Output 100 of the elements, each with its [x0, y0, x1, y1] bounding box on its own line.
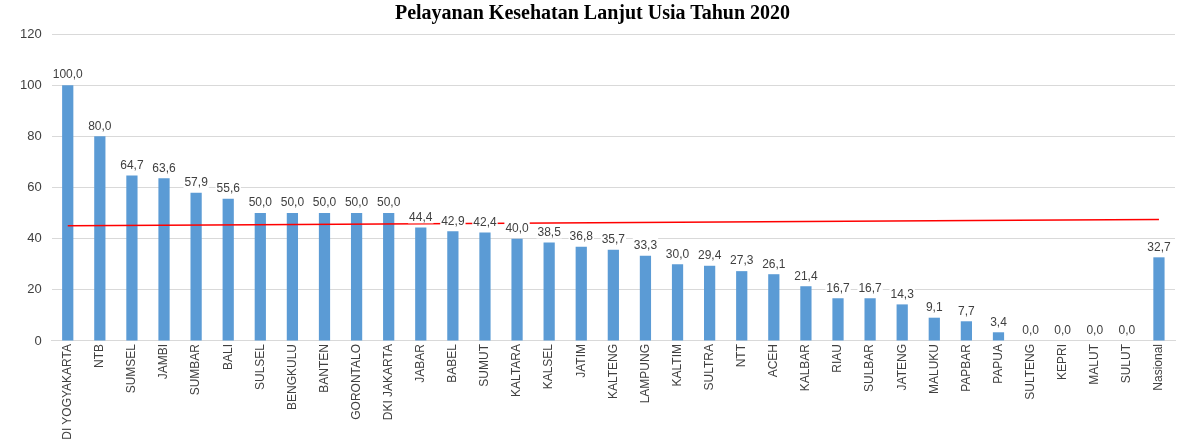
bar	[960, 321, 972, 341]
bar	[704, 265, 716, 341]
data-label: 50,0	[248, 195, 273, 210]
x-tick-label: SULTENG	[1022, 343, 1037, 400]
x-tick-label: KALTARA	[509, 343, 524, 397]
y-tick-label: 80	[27, 127, 42, 143]
x-tick-label: JABAR	[413, 343, 428, 383]
data-label: 36,8	[569, 229, 594, 244]
data-label: 38,5	[537, 224, 562, 239]
bar	[350, 213, 363, 341]
y-tick-label: 40	[27, 230, 42, 246]
x-tick-label: SULSEL	[252, 343, 267, 391]
x-tick-label: KEPRI	[1054, 343, 1069, 380]
data-label: 0,0	[1022, 323, 1040, 338]
bar	[864, 298, 876, 341]
data-label: 0,0	[1054, 323, 1072, 338]
bar	[383, 213, 395, 341]
data-label: 80,0	[88, 118, 112, 133]
data-label: 42,4	[473, 214, 497, 229]
x-tick-label: PAPBAR	[958, 343, 973, 392]
x-tick-label: DI YOGYAKARTA	[60, 343, 75, 440]
x-tick-label: Nasional	[1151, 343, 1166, 391]
data-label: 14,3	[890, 286, 915, 301]
x-tick-label: KALSEL	[541, 343, 556, 390]
x-tick-label: RIAU	[830, 343, 845, 373]
y-tick-label: 100	[19, 76, 42, 92]
bar	[126, 175, 138, 341]
data-label: 26,1	[762, 256, 786, 271]
x-tick-label: SUMSEL	[124, 343, 139, 394]
bar	[768, 274, 780, 341]
x-tick-label: NTB	[92, 343, 107, 368]
x-tick-label: BANTEN	[316, 343, 331, 393]
bar	[286, 213, 299, 341]
x-tick-label: SULBAR	[862, 343, 877, 393]
bar	[447, 231, 459, 341]
y-tick-label: 20	[27, 281, 42, 297]
data-label: 40,0	[505, 220, 530, 235]
data-label: 50,0	[312, 195, 337, 210]
data-label: 27,3	[730, 253, 754, 268]
x-tick-label: LAMPUNG	[637, 343, 652, 404]
data-label: 64,7	[120, 157, 144, 172]
bar	[254, 213, 266, 341]
x-tick-label: JATIM	[573, 343, 588, 378]
x-tick-label: JAMBI	[156, 343, 171, 380]
bar	[607, 249, 619, 341]
x-tick-label: JATENG	[894, 343, 909, 391]
bar	[158, 178, 170, 341]
x-tick-label: MALUKU	[926, 343, 941, 394]
bar	[415, 227, 427, 341]
x-tick-label: PAPUA	[990, 343, 1005, 384]
bar	[511, 238, 523, 341]
bar	[832, 298, 844, 341]
bar	[318, 213, 331, 341]
x-tick-label: MALUT	[1087, 343, 1102, 385]
data-label: 16,7	[858, 280, 883, 295]
data-label: 0,0	[1118, 323, 1136, 338]
data-label: 33,3	[633, 238, 658, 253]
bar	[190, 192, 202, 341]
x-tick-label: DKI JAKARTA	[381, 343, 395, 421]
data-label: 35,7	[601, 231, 626, 246]
x-tick-label: SUMUT	[477, 343, 492, 387]
data-label: 42,9	[441, 213, 465, 228]
data-label: 50,0	[344, 195, 369, 210]
bar	[671, 264, 684, 341]
x-tick-label: GORONTALO	[348, 343, 363, 420]
x-tick-label: KALTENG	[605, 343, 620, 400]
x-tick-label: BABEL	[445, 343, 460, 383]
bar	[896, 304, 908, 341]
data-label: 50,0	[377, 195, 401, 210]
bar	[736, 271, 748, 341]
data-label: 63,6	[152, 160, 177, 175]
x-tick-label: BENGKULU	[284, 343, 299, 411]
bar	[543, 242, 555, 341]
data-label: 9,1	[925, 300, 943, 315]
data-label: 29,4	[697, 248, 722, 263]
bar	[62, 85, 74, 341]
x-tick-label: KALBAR	[798, 343, 813, 392]
bar	[1153, 257, 1165, 341]
data-label: 16,7	[826, 280, 851, 295]
data-label: 21,4	[794, 268, 818, 283]
data-label: 32,7	[1147, 239, 1171, 254]
y-tick-label: 120	[19, 25, 42, 41]
data-label: 44,4	[409, 209, 433, 224]
x-tick-label: SUMBAR	[188, 343, 203, 396]
data-label: 50,0	[280, 195, 305, 210]
bar	[94, 136, 106, 341]
x-tick-label: SULTRA	[701, 343, 716, 391]
data-label: 55,6	[216, 181, 241, 196]
x-tick-label: ACEH	[766, 343, 781, 378]
data-label: 57,9	[184, 175, 209, 190]
y-tick-label: 0	[34, 332, 42, 348]
x-tick-label: BALI	[220, 343, 235, 370]
x-tick-label: KALTIM	[669, 343, 684, 387]
bar	[479, 232, 491, 341]
x-tick-label: SULUT	[1119, 343, 1134, 384]
data-label: 3,4	[990, 314, 1008, 329]
bar	[800, 286, 812, 341]
x-tick-label: NTT	[734, 343, 749, 368]
data-label: 30,0	[665, 246, 690, 261]
chart-title: Pelayanan Kesehatan Lanjut Usia Tahun 2020	[394, 1, 791, 25]
